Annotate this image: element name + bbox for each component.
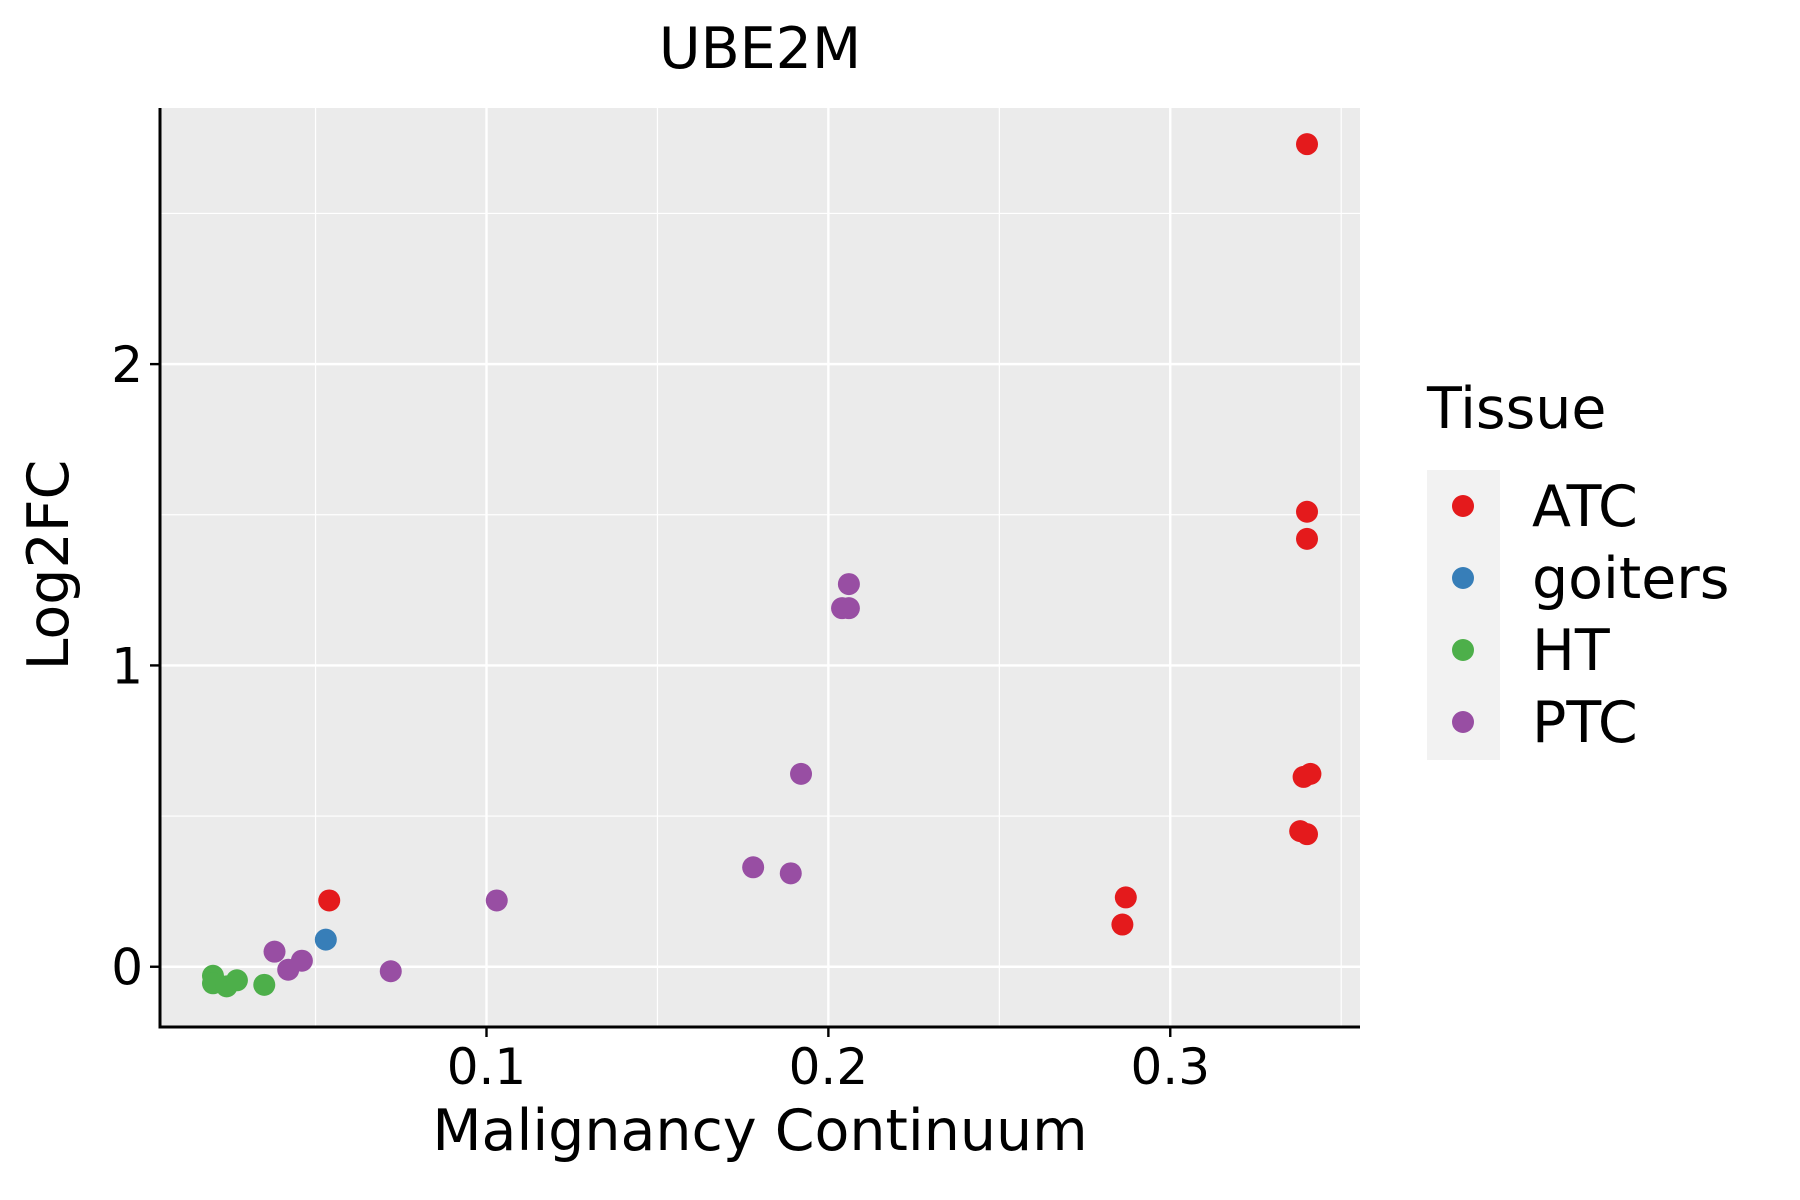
point-ptc [837, 573, 860, 596]
point-goiters [314, 928, 337, 951]
plot-panel [160, 108, 1360, 1027]
point-ptc [263, 940, 286, 963]
x-axis-title: Malignancy Continuum [432, 1098, 1087, 1164]
chart-title: UBE2M [659, 16, 861, 82]
data-points [201, 133, 1322, 998]
point-ptc [790, 762, 813, 785]
point-atc [1296, 500, 1319, 523]
legend-label: goiters [1532, 546, 1729, 612]
legend-label: ATC [1532, 474, 1638, 540]
point-atc [1296, 527, 1319, 550]
y-tick-label: 2 [111, 336, 143, 394]
point-ptc [742, 856, 765, 879]
major-gridlines [160, 108, 1360, 1027]
point-ht [225, 969, 248, 992]
legend-title: Tissue [1426, 376, 1607, 442]
point-atc [1111, 913, 1134, 936]
point-atc [1296, 133, 1319, 156]
legend-key-ht [1452, 639, 1474, 661]
x-tick-label: 0.2 [789, 1038, 869, 1096]
point-ptc [290, 949, 313, 972]
point-atc [318, 889, 341, 912]
legend-label: HT [1532, 618, 1610, 684]
legend-key-ptc [1452, 711, 1474, 733]
y-tick-label: 0 [111, 939, 143, 997]
legend-label: PTC [1532, 690, 1638, 756]
point-ptc [779, 862, 802, 885]
minor-gridlines [160, 108, 1360, 1027]
y-tick-label: 1 [111, 637, 143, 695]
x-axis-ticks: 0.1 0.2 0.3 [447, 1027, 1210, 1096]
point-atc [1296, 823, 1319, 846]
x-tick-label: 0.3 [1130, 1038, 1210, 1096]
point-ptc [837, 597, 860, 620]
x-tick-label: 0.1 [447, 1038, 527, 1096]
panel-background [160, 108, 1360, 1027]
legend-key-atc [1452, 495, 1474, 517]
point-ht [253, 973, 276, 996]
point-ptc [379, 960, 402, 983]
point-atc [1292, 765, 1315, 788]
point-ptc [485, 889, 508, 912]
y-axis-title: Log2FC [16, 460, 82, 671]
point-atc [1114, 886, 1137, 909]
legend-key-goiters [1452, 567, 1474, 589]
y-axis-ticks: 0 1 2 [111, 336, 160, 997]
